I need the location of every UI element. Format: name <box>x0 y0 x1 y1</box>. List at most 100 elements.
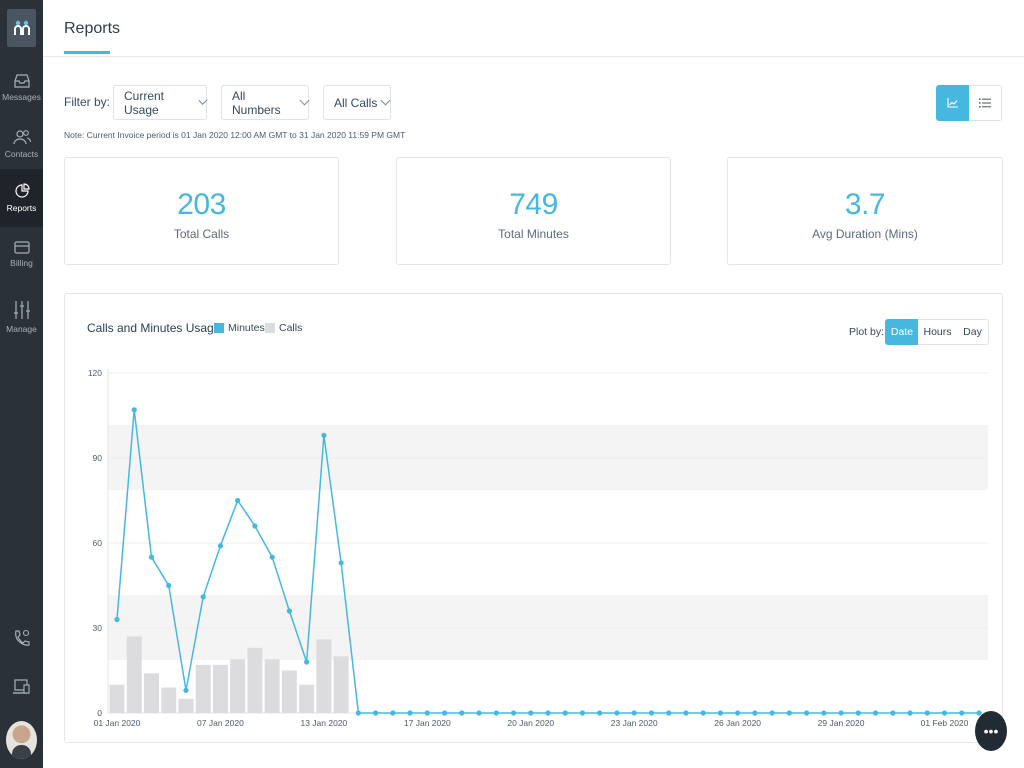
more-options-button[interactable]: ••• <box>975 711 1007 751</box>
minutes-point <box>562 710 568 716</box>
legend-swatch-minutes <box>214 323 224 333</box>
minutes-point <box>269 554 275 560</box>
list-view-icon <box>979 98 991 108</box>
sidebar-item-billing[interactable]: Billing <box>0 228 43 280</box>
stat-label: Avg Duration (Mins) <box>812 227 918 241</box>
numbers-dropdown[interactable]: All Numbers <box>221 85 310 120</box>
minutes-point <box>441 710 448 716</box>
x-tick-label: 01 Feb 2020 <box>921 718 969 728</box>
stat-value: 203 <box>177 188 226 221</box>
calls-bar <box>333 656 349 713</box>
minutes-point <box>804 710 810 716</box>
y-tick-label: 0 <box>97 708 102 718</box>
chevron-down-icon <box>299 95 310 106</box>
numbers-dropdown-value: All Numbers <box>232 88 281 117</box>
minutes-point <box>148 554 155 560</box>
minutes-point <box>924 710 930 716</box>
minutes-point <box>286 608 292 614</box>
minutes-point <box>752 710 758 716</box>
calls-dropdown[interactable]: All Calls <box>323 85 391 120</box>
minutes-point <box>872 710 879 716</box>
phone-settings-icon <box>14 629 30 646</box>
plot-by-hours-button[interactable]: Hours <box>918 319 958 345</box>
sidebar-item-manage[interactable]: Manage <box>0 286 43 348</box>
legend-item-minutes[interactable]: Minutes <box>214 322 265 334</box>
avatar[interactable] <box>6 721 37 759</box>
app-logo[interactable] <box>7 9 36 47</box>
calls-bar <box>247 647 263 713</box>
sidebar-item-messages[interactable]: Messages <box>0 62 43 114</box>
pie-chart-icon <box>14 183 30 198</box>
calls-bar <box>281 670 297 713</box>
chart-view-button[interactable] <box>936 85 969 121</box>
minutes-point <box>700 710 706 716</box>
stat-card-total-calls: 203 Total Calls <box>64 157 339 265</box>
sidebar-item-label: Contacts <box>4 149 39 159</box>
x-tick-label: 20 Jan 2020 <box>507 718 554 728</box>
list-view-button[interactable] <box>969 85 1002 121</box>
legend-label: Calls <box>279 322 303 334</box>
people-logo-icon <box>13 20 30 35</box>
minutes-point <box>304 659 310 665</box>
minutes-point <box>476 710 482 716</box>
sliders-icon <box>13 301 30 319</box>
minutes-point <box>855 710 861 716</box>
minutes-point <box>321 432 327 438</box>
calls-bar <box>161 687 177 713</box>
y-tick-label: 30 <box>93 623 103 633</box>
legend-label: Minutes <box>228 322 265 334</box>
sidebar-item-label: Messages <box>2 92 41 102</box>
calls-bar <box>195 664 211 713</box>
calls-dropdown-value: All Calls <box>334 95 378 110</box>
stat-card-total-minutes: 749 Total Minutes <box>396 157 671 265</box>
usage-chart: 0 30 60 90 120 01 Jan 2020 07 Jan 2020 13 Jan 2… <box>88 368 988 728</box>
calls-bar <box>316 639 332 713</box>
usage-dropdown-value: Current Usage <box>124 88 165 117</box>
minutes-point <box>786 710 792 716</box>
sidebar-item-label: Billing <box>10 257 33 268</box>
chevron-down-icon <box>380 95 391 106</box>
x-tick-label: 13 Jan 2020 <box>300 718 347 728</box>
usage-chart-panel: Calls and Minutes Usage Minutes Calls Pl… <box>64 293 1003 743</box>
y-tick-label: 120 <box>88 368 102 378</box>
sidebar-item-contacts[interactable]: Contacts <box>0 118 43 170</box>
chevron-down-icon <box>198 95 208 106</box>
usage-dropdown[interactable]: Current Usage <box>113 85 208 120</box>
minutes-point <box>907 710 913 716</box>
minutes-point <box>424 710 430 716</box>
calls-bar <box>230 659 246 713</box>
chart-view-icon <box>946 98 958 108</box>
y-tick-label: 90 <box>93 453 103 463</box>
sidebar-item-label: Reports <box>6 203 37 213</box>
minutes-point <box>493 710 499 716</box>
plot-by-day-button[interactable]: Day <box>957 319 989 345</box>
x-tick-label: 17 Jan 2020 <box>404 718 451 728</box>
minutes-point <box>959 710 965 716</box>
legend-item-calls[interactable]: Calls <box>265 322 302 334</box>
sidebar: Messages Contacts Reports Billing <box>0 0 43 768</box>
minutes-point <box>666 710 672 716</box>
minutes-point <box>166 582 172 589</box>
phone-settings-button[interactable] <box>0 628 43 650</box>
x-tick-label: 26 Jan 2020 <box>714 718 761 728</box>
stat-value: 3.7 <box>844 188 886 221</box>
x-tick-label: 23 Jan 2020 <box>611 718 658 728</box>
minutes-point <box>838 710 844 716</box>
minutes-point <box>114 616 120 623</box>
minutes-point <box>131 407 137 413</box>
page-title: Reports <box>64 20 121 37</box>
calls-bar <box>143 673 159 713</box>
device-button[interactable] <box>0 679 43 695</box>
title-underline <box>64 51 110 54</box>
minutes-point <box>390 710 396 716</box>
x-tick-label: 29 Jan 2020 <box>818 718 865 728</box>
sidebar-item-reports[interactable]: Reports <box>0 169 43 227</box>
invoice-period-note: Note: Current Invoice period is 01 Jan 2… <box>64 130 406 140</box>
y-tick-label: 60 <box>93 538 103 548</box>
minutes-point <box>252 523 258 529</box>
minutes-point <box>579 710 586 716</box>
minutes-point <box>235 497 241 504</box>
stat-value: 749 <box>509 188 558 221</box>
x-tick-label: 07 Jan 2020 <box>197 718 244 728</box>
